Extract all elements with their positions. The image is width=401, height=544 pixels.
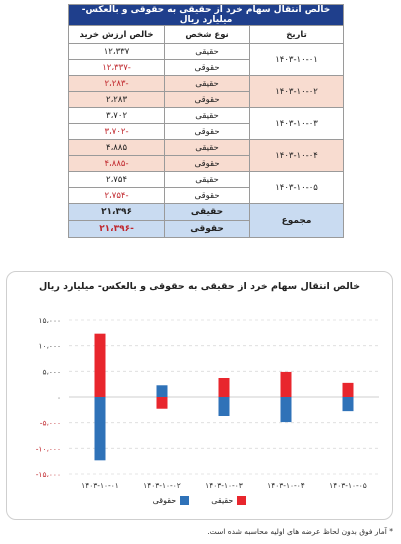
cell-date: ۱۴۰۳-۱۰-۰۳ [249, 107, 345, 140]
bar-legal [280, 397, 292, 423]
table-title-row: خالص انتقال سهام خرد از حقیقی به حقوقی و… [67, 4, 345, 26]
table-row: ۱۴۰۳-۱۰-۰۲ حقیقی -۲،۲۸۳ [67, 75, 345, 108]
x-tick-label: ۱۴۰۳-۱۰-۰۳ [205, 481, 243, 490]
cell-date: ۱۴۰۳-۱۰-۰۵ [249, 171, 345, 204]
cell-date: ۱۴۰۳-۱۰-۰۱ [249, 43, 345, 76]
cell-type-legal: حقوقی [164, 187, 251, 204]
cell-value-legal: -۲،۷۵۴ [67, 187, 166, 204]
legend-swatch-legal [180, 496, 190, 505]
cell-type-legal: حقوقی [164, 123, 251, 140]
cell-value-real: -۲،۲۸۳ [67, 75, 166, 92]
cell-type-real: حقیقی [164, 139, 251, 156]
x-tick-label: ۱۴۰۳-۱۰-۰۵ [329, 481, 367, 490]
footnote: * آمار فوق بدون لحاظ عرضه های اولیه محاس… [207, 527, 393, 536]
chart-title: خالص انتقال سهام خرد از حقیقی به حقوقی و… [38, 281, 361, 292]
cell-type-legal: حقوقی [164, 59, 251, 76]
cell-type-real: حقیقی [164, 107, 251, 124]
legend-item-real: حقیقی [211, 496, 247, 505]
chart-panel: خالص انتقال سهام خرد از حقیقی به حقوقی و… [6, 271, 393, 520]
transfer-table: خالص انتقال سهام خرد از حقیقی به حقوقی و… [67, 4, 345, 238]
legend-label-legal: حقوقی [152, 496, 177, 505]
y-tick-label: ۰ [57, 393, 61, 402]
table-body: ۱۴۰۳-۱۰-۰۱ حقیقی ۱۲،۳۳۷ حقوقی -۱۲،۳۳۷ ۱۴۰۳-۱۰… [67, 43, 345, 238]
y-tick-label: -۱۵،۰۰۰ [36, 470, 61, 479]
header-value: خالص ارزش خرید [67, 25, 166, 44]
table-row: حقوقی -۴،۸۸۵ [67, 155, 344, 172]
x-tick-label: ۱۴۰۳-۱۰-۰۲ [143, 481, 181, 490]
x-tick-label: ۱۴۰۳-۱۰-۰۱ [81, 481, 119, 490]
bar-legal [342, 397, 354, 412]
bar-legal [218, 397, 230, 417]
transfer-table-container: خالص انتقال سهام خرد از حقیقی به حقوقی و… [67, 4, 345, 238]
table-row: ۱۴۰۳-۱۰-۰۱ حقیقی ۱۲،۳۳۷ [67, 43, 345, 76]
bar-legal [156, 385, 168, 397]
total-row: مجموع حقیقی ۲۱،۳۹۶ [67, 203, 345, 238]
bar-legal [94, 397, 106, 461]
cell-date: ۱۴۰۳-۱۰-۰۴ [249, 139, 345, 172]
cell-value-legal: -۴،۸۸۵ [67, 155, 166, 172]
legend-swatch-real [237, 496, 247, 505]
y-tick-label: ۱۵،۰۰۰ [38, 316, 61, 325]
cell-value-real: ۳،۷۰۲ [67, 107, 166, 124]
table-row: ۱۴۰۳-۱۰-۰۴ حقیقی ۴،۸۸۵ [67, 139, 345, 172]
bar-real [218, 377, 230, 397]
y-tick-label: -۵،۰۰۰ [40, 419, 61, 428]
table-row: ۱۴۰۳-۱۰-۰۵ حقیقی ۲،۷۵۴ [67, 171, 345, 204]
total-type-legal: حقوقی [164, 220, 251, 238]
table-row: ۱۴۰۳-۱۰-۰۳ حقیقی ۳،۷۰۲ [67, 107, 345, 140]
y-tick-label: -۱۰،۰۰۰ [36, 444, 61, 453]
cell-value-legal: -۳،۷۰۲ [67, 123, 166, 140]
cell-value-legal: -۱۲،۳۳۷ [67, 59, 166, 76]
bar-real [342, 382, 354, 397]
table-row: حقوقی -۱۲،۳۳۷ [67, 59, 344, 76]
cell-type-real: حقیقی [164, 171, 251, 188]
legend-item-legal: حقوقی [153, 496, 190, 505]
cell-type-real: حقیقی [164, 75, 251, 92]
cell-type-real: حقیقی [164, 43, 251, 60]
cell-type-legal: حقوقی [164, 91, 251, 108]
x-tick-label: ۱۴۰۳-۱۰-۰۴ [267, 481, 305, 490]
table-title: خالص انتقال سهام خرد از حقیقی به حقوقی و… [67, 4, 345, 26]
header-type: نوع شخص [164, 25, 251, 44]
cell-value-real: ۴،۸۸۵ [67, 139, 166, 156]
bar-real [94, 333, 106, 397]
total-value-legal: -۲۱،۳۹۶ [67, 220, 166, 238]
total-row: حقوقی -۲۱،۳۹۶ [67, 220, 344, 238]
total-value-real: ۲۱،۳۹۶ [67, 203, 166, 221]
cell-value-real: ۲،۷۵۴ [67, 171, 166, 188]
table-header-row: تاریخ نوع شخص خالص ارزش خرید [67, 25, 345, 44]
legend-label-real: حقیقی [211, 496, 234, 505]
table-row: حقوقی -۲،۷۵۴ [67, 187, 344, 204]
cell-type-legal: حقوقی [164, 155, 251, 172]
total-label: مجموع [249, 203, 345, 238]
y-tick-label: ۱۰،۰۰۰ [38, 342, 61, 351]
total-type-real: حقیقی [164, 203, 251, 221]
cell-date: ۱۴۰۳-۱۰-۰۲ [249, 75, 345, 108]
cell-value-legal: ۲،۲۸۳ [67, 91, 166, 108]
header-date: تاریخ [249, 25, 345, 44]
chart-legend: حقیقی حقوقی [7, 496, 392, 505]
bar-real [280, 371, 292, 397]
bar-chart: ۱۵،۰۰۰ ۱۰،۰۰۰ ۵،۰۰۰ ۰ -۵،۰۰۰ -۱۰،۰۰۰ -۱۵،۰۰۰ ۱۴… [36, 316, 379, 490]
y-tick-label: ۵،۰۰۰ [42, 367, 61, 376]
bar-real [156, 397, 168, 409]
table-row: حقوقی ۲،۲۸۳ [67, 91, 344, 108]
cell-value-real: ۱۲،۳۳۷ [67, 43, 166, 60]
